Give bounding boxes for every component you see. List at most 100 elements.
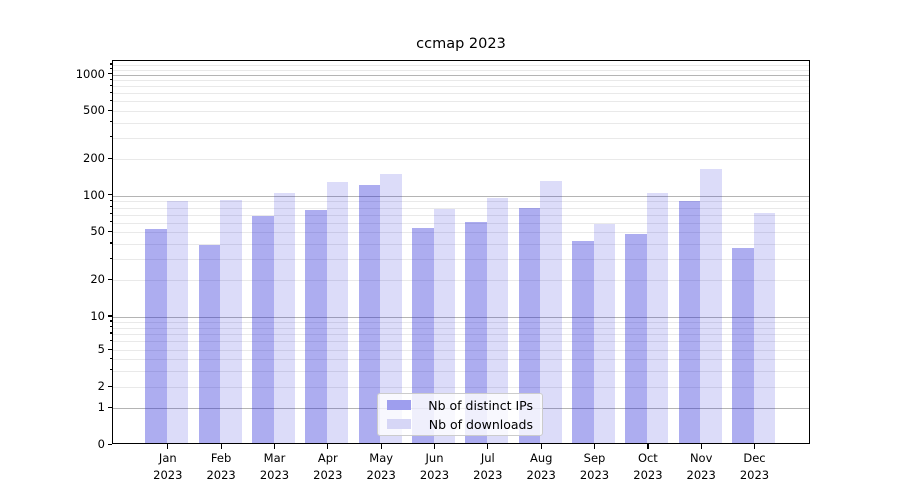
gridline-minor — [113, 370, 809, 372]
y-minor-tick-mark — [109, 357, 112, 359]
gridline-minor — [113, 111, 809, 112]
gridline-minor — [113, 201, 809, 203]
bar-nov-ips — [678, 201, 701, 443]
x-tick-mark — [274, 444, 276, 449]
gridline-minor — [113, 321, 809, 323]
gridline-major — [113, 74, 809, 76]
y-minor-tick-mark — [109, 109, 112, 111]
bar-jul-ips — [465, 222, 487, 443]
y-tick-mark — [107, 73, 112, 75]
x-tick-label-nov: Nov 2023 — [686, 451, 716, 482]
x-tick-mark — [647, 444, 649, 449]
x-tick-mark — [380, 444, 382, 449]
y-minor-tick-mark — [109, 136, 112, 138]
y-minor-tick-mark — [109, 121, 112, 123]
gridline-major — [113, 316, 809, 318]
y-minor-tick-mark — [109, 63, 112, 65]
y-tick-label: 500 — [83, 103, 105, 117]
x-tick-mark — [220, 444, 222, 449]
bar-may-ips — [358, 184, 381, 443]
y-minor-tick-mark — [109, 221, 112, 223]
y-minor-tick-mark — [109, 68, 112, 70]
legend-swatch-distinct-ips — [387, 400, 411, 410]
x-tick-label-oct: Oct 2023 — [633, 451, 663, 482]
legend-label-downloads: Nb of downloads — [428, 416, 533, 432]
bar-mar-downloads — [273, 192, 295, 443]
y-minor-tick-mark — [109, 230, 112, 232]
y-minor-tick-mark — [109, 339, 112, 341]
bar-aug-ips — [518, 207, 541, 443]
gridline-minor — [113, 122, 809, 124]
y-minor-tick-mark — [109, 278, 112, 281]
gridline-minor — [113, 214, 809, 216]
gridline-minor — [113, 80, 809, 81]
bar-mar-ips — [252, 215, 274, 443]
bar-dec-downloads — [753, 213, 775, 443]
gridline-minor — [113, 327, 809, 329]
y-tick-label: 1000 — [75, 66, 105, 81]
bar-oct-downloads — [646, 193, 669, 443]
x-tick-label-sep: Sep 2023 — [579, 451, 610, 482]
x-tick-label-dec: Dec 2023 — [739, 451, 770, 482]
y-minor-tick-mark — [109, 84, 112, 86]
y-minor-tick-mark — [109, 385, 112, 387]
x-tick-mark — [540, 444, 542, 449]
y-tick-label: 10 — [90, 308, 105, 323]
x-tick-label-may: May 2023 — [366, 451, 396, 482]
bar-feb-ips — [198, 244, 221, 443]
bar-aug-downloads — [540, 180, 562, 443]
x-tick-mark — [700, 444, 702, 449]
y-minor-tick-mark — [109, 369, 112, 371]
legend-label-distinct-ips: Nb of distinct IPs — [428, 397, 533, 413]
gridline-major — [113, 195, 809, 197]
gridline-minor — [113, 159, 809, 160]
bar-apr-ips — [305, 210, 327, 443]
bar-jan-downloads — [166, 201, 189, 443]
bar-jun-ips — [412, 228, 434, 443]
gridline-minor — [113, 207, 809, 209]
gridline-minor — [113, 222, 809, 224]
gridline-minor — [113, 333, 809, 335]
y-minor-tick-mark — [109, 348, 112, 350]
gridline-minor — [113, 137, 809, 139]
plot-area — [112, 60, 810, 444]
x-tick-label-aug: Aug 2023 — [526, 451, 556, 482]
y-tick-mark — [107, 315, 112, 317]
y-tick-mark — [107, 443, 112, 445]
bar-feb-downloads — [220, 200, 242, 443]
legend-item-downloads: Nb of downloads — [387, 417, 533, 432]
bar-may-downloads — [380, 173, 402, 443]
y-minor-tick-mark — [109, 78, 112, 80]
y-minor-tick-mark — [109, 157, 112, 159]
bar-oct-ips — [625, 233, 647, 443]
y-tick-label: 5 — [97, 342, 105, 356]
bar-jan-ips — [145, 229, 167, 443]
gridline-minor — [113, 359, 809, 360]
y-tick-label: 100 — [83, 187, 105, 202]
gridline-minor — [113, 69, 809, 71]
gridline-minor — [113, 243, 809, 245]
y-minor-tick-mark — [109, 257, 112, 259]
x-tick-mark — [487, 444, 489, 449]
gridline-minor — [113, 232, 809, 234]
y-minor-tick-mark — [109, 213, 112, 215]
gridline-minor — [113, 101, 809, 103]
y-tick-label: 0 — [97, 437, 105, 451]
y-tick-label: 2 — [97, 379, 105, 393]
y-tick-mark — [107, 194, 112, 196]
gridline-minor — [113, 64, 809, 66]
y-minor-tick-mark — [109, 199, 112, 201]
bar-dec-ips — [732, 247, 754, 443]
x-tick-label-jun: Jun 2023 — [419, 451, 450, 482]
legend-item-distinct-ips: Nb of distinct IPs — [387, 398, 533, 413]
bar-jul-downloads — [486, 198, 509, 443]
x-tick-mark — [594, 444, 596, 449]
bar-apr-downloads — [326, 182, 349, 443]
y-tick-label: 20 — [90, 272, 105, 287]
y-tick-label: 50 — [90, 224, 105, 239]
x-tick-label-apr: Apr 2023 — [313, 451, 343, 482]
y-minor-tick-mark — [109, 332, 112, 334]
x-tick-label-jul: Jul 2023 — [473, 451, 503, 482]
x-tick-mark — [434, 444, 436, 449]
